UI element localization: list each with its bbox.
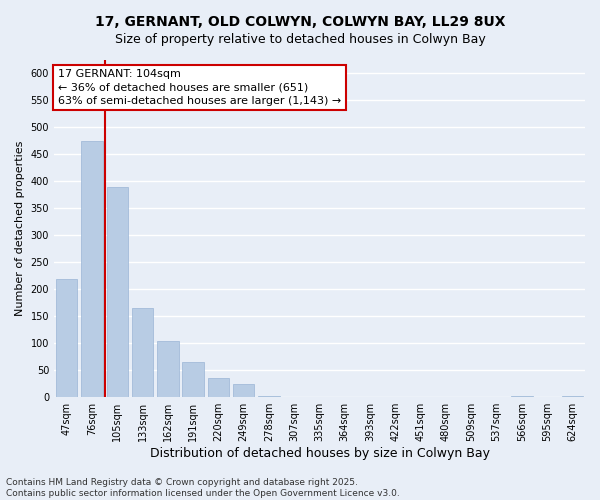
Bar — [132, 308, 153, 397]
Y-axis label: Number of detached properties: Number of detached properties — [15, 141, 25, 316]
Text: Size of property relative to detached houses in Colwyn Bay: Size of property relative to detached ho… — [115, 32, 485, 46]
Bar — [258, 396, 280, 397]
Bar — [511, 396, 533, 397]
X-axis label: Distribution of detached houses by size in Colwyn Bay: Distribution of detached houses by size … — [149, 447, 490, 460]
Text: 17, GERNANT, OLD COLWYN, COLWYN BAY, LL29 8UX: 17, GERNANT, OLD COLWYN, COLWYN BAY, LL2… — [95, 15, 505, 29]
Bar — [157, 340, 179, 397]
Bar — [562, 396, 583, 397]
Bar — [56, 278, 77, 397]
Text: 17 GERNANT: 104sqm
← 36% of detached houses are smaller (651)
63% of semi-detach: 17 GERNANT: 104sqm ← 36% of detached hou… — [58, 69, 341, 106]
Bar — [233, 384, 254, 397]
Bar — [182, 362, 204, 397]
Text: Contains HM Land Registry data © Crown copyright and database right 2025.
Contai: Contains HM Land Registry data © Crown c… — [6, 478, 400, 498]
Bar — [107, 187, 128, 397]
Bar — [81, 141, 103, 397]
Bar — [208, 378, 229, 397]
